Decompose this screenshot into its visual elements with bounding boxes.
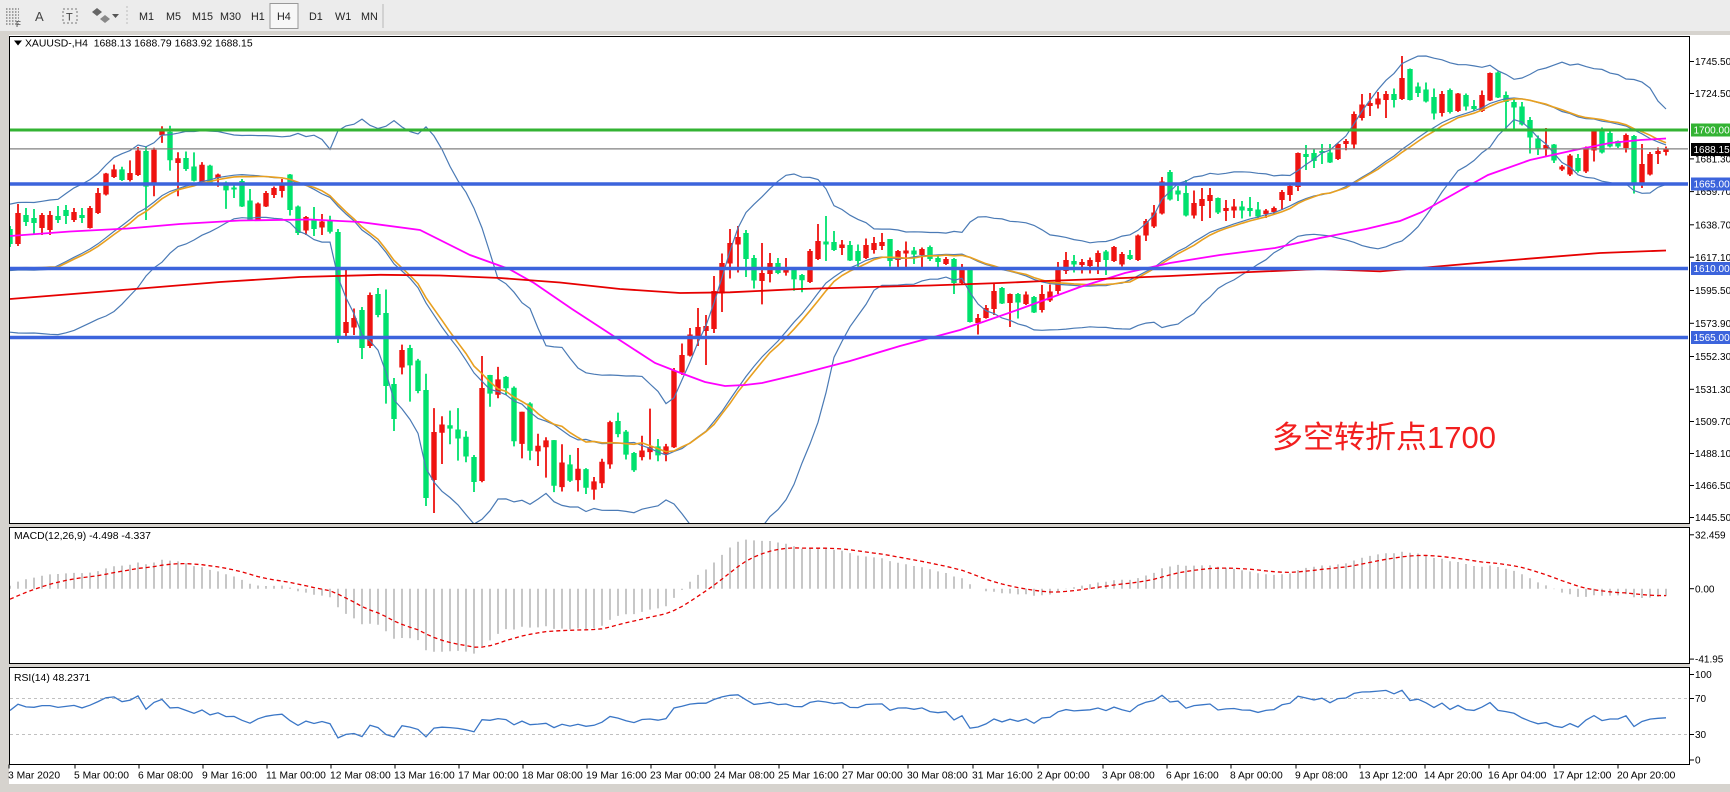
svg-text:9 Mar 16:00: 9 Mar 16:00	[202, 771, 257, 782]
svg-text:M1: M1	[139, 11, 154, 23]
svg-text:M30: M30	[220, 11, 241, 23]
svg-text:1659.70: 1659.70	[1695, 187, 1730, 198]
svg-text:D1: D1	[309, 11, 323, 23]
svg-text:1573.90: 1573.90	[1695, 319, 1730, 330]
svg-text:17 Mar 00:00: 17 Mar 00:00	[458, 771, 519, 782]
svg-text:1638.70: 1638.70	[1695, 220, 1730, 231]
svg-text:M5: M5	[166, 11, 181, 23]
svg-text:M15: M15	[192, 11, 213, 23]
svg-text:1610.00: 1610.00	[1694, 264, 1730, 275]
svg-text:11 Mar 00:00: 11 Mar 00:00	[266, 771, 326, 782]
svg-text:3 Apr 08:00: 3 Apr 08:00	[1102, 771, 1155, 782]
svg-text:31 Mar 16:00: 31 Mar 16:00	[972, 771, 1033, 782]
svg-text:1617.10: 1617.10	[1695, 253, 1730, 264]
svg-text:1509.70: 1509.70	[1695, 417, 1730, 428]
svg-text:T: T	[66, 12, 73, 24]
svg-text:24 Mar 08:00: 24 Mar 08:00	[714, 771, 775, 782]
svg-text:MACD(12,26,9) -4.498 -4.337: MACD(12,26,9) -4.498 -4.337	[14, 531, 151, 542]
svg-text:23 Mar 00:00: 23 Mar 00:00	[650, 771, 711, 782]
svg-text:6 Apr 16:00: 6 Apr 16:00	[1166, 771, 1219, 782]
svg-text:1681.30: 1681.30	[1695, 155, 1730, 166]
svg-text:100: 100	[1695, 670, 1712, 681]
svg-text:MN: MN	[361, 11, 378, 23]
svg-text:12 Mar 08:00: 12 Mar 08:00	[330, 771, 391, 782]
svg-text:A: A	[35, 9, 44, 24]
svg-text:1700.00: 1700.00	[1694, 126, 1730, 137]
svg-text:1595.50: 1595.50	[1695, 286, 1730, 297]
svg-text:W1: W1	[335, 11, 351, 23]
svg-text:20 Apr 20:00: 20 Apr 20:00	[1617, 771, 1676, 782]
svg-text:H4: H4	[277, 11, 291, 23]
svg-text:1531.30: 1531.30	[1695, 385, 1730, 396]
svg-text:1724.50: 1724.50	[1695, 89, 1730, 100]
svg-text:2 Apr 00:00: 2 Apr 00:00	[1037, 771, 1090, 782]
svg-text:18 Mar 08:00: 18 Mar 08:00	[522, 771, 583, 782]
svg-text:XAUUSD-,H4 1688.13 1688.79 16: XAUUSD-,H4 1688.13 1688.79 1683.92 1688.…	[25, 39, 253, 50]
svg-text:1445.50: 1445.50	[1695, 513, 1730, 524]
svg-text:1665.00: 1665.00	[1694, 180, 1730, 191]
svg-text:1688.15: 1688.15	[1694, 145, 1730, 156]
svg-text:30: 30	[1695, 730, 1707, 741]
svg-text:13 Apr 12:00: 13 Apr 12:00	[1359, 771, 1418, 782]
svg-text:19 Mar 16:00: 19 Mar 16:00	[586, 771, 647, 782]
svg-text:17 Apr 12:00: 17 Apr 12:00	[1553, 771, 1612, 782]
svg-text:1466.50: 1466.50	[1695, 481, 1730, 492]
svg-text:F: F	[16, 20, 21, 29]
svg-text:27 Mar 00:00: 27 Mar 00:00	[842, 771, 903, 782]
svg-text:1745.50: 1745.50	[1695, 57, 1730, 68]
svg-text:13 Mar 16:00: 13 Mar 16:00	[394, 771, 455, 782]
svg-text:H1: H1	[251, 11, 265, 23]
svg-text:1488.10: 1488.10	[1695, 449, 1730, 460]
svg-text:70: 70	[1695, 694, 1707, 705]
svg-text:RSI(14) 48.2371: RSI(14) 48.2371	[14, 673, 90, 684]
svg-text:-41.95: -41.95	[1695, 655, 1724, 666]
svg-text:9 Apr 08:00: 9 Apr 08:00	[1295, 771, 1348, 782]
svg-text:30 Mar 08:00: 30 Mar 08:00	[907, 771, 968, 782]
svg-text:25 Mar 16:00: 25 Mar 16:00	[778, 771, 839, 782]
svg-text:32.459: 32.459	[1695, 530, 1726, 541]
svg-text:8 Apr 00:00: 8 Apr 00:00	[1230, 771, 1283, 782]
svg-text:14 Apr 20:00: 14 Apr 20:00	[1424, 771, 1483, 782]
svg-text:3 Mar 2020: 3 Mar 2020	[8, 771, 60, 782]
svg-text:1565.00: 1565.00	[1694, 333, 1730, 344]
svg-text:0: 0	[1695, 756, 1701, 767]
svg-text:1552.30: 1552.30	[1695, 352, 1730, 363]
svg-text:16 Apr 04:00: 16 Apr 04:00	[1488, 771, 1547, 782]
svg-text:6 Mar 08:00: 6 Mar 08:00	[138, 771, 193, 782]
svg-text:5 Mar 00:00: 5 Mar 00:00	[74, 771, 129, 782]
svg-text:多空转折点1700: 多空转折点1700	[1272, 420, 1496, 455]
svg-text:0.00: 0.00	[1695, 584, 1715, 595]
